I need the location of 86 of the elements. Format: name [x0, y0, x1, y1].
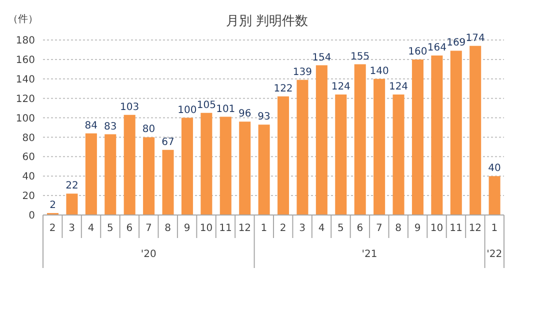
data-label: 124: [388, 81, 408, 92]
x-tick-label: 7: [376, 223, 382, 234]
y-axis-title: （件）: [8, 13, 38, 26]
data-label: 160: [408, 46, 428, 58]
text: '22: [486, 249, 502, 260]
data-label: 140: [370, 66, 389, 77]
data-label: 103: [120, 102, 140, 113]
data-label: 169: [446, 38, 466, 49]
x-tick-label: 12: [468, 223, 482, 234]
x-tick-label: 10: [200, 223, 213, 234]
text: '21: [362, 249, 378, 260]
bar: [296, 80, 308, 215]
x-tick-label: 1: [491, 223, 498, 234]
data-label: 122: [274, 83, 293, 94]
x-tick-label: 6: [126, 223, 133, 234]
y-tick-label: 180: [16, 36, 35, 47]
bar: [450, 50, 462, 215]
bar: [392, 94, 404, 215]
data-label: 84: [84, 120, 98, 132]
y-tick-label: 100: [16, 113, 35, 124]
bar: [316, 65, 328, 215]
y-tick-label: 40: [22, 172, 35, 183]
x-tick-label: 2: [280, 223, 286, 234]
x-tick-label: 4: [88, 223, 94, 234]
data-label: 155: [350, 51, 370, 62]
bar: [354, 64, 366, 215]
bar: [220, 116, 232, 215]
bar: [470, 46, 482, 215]
chart-title: 月別 判明件数: [226, 14, 308, 29]
x-tick-label: 10: [430, 223, 444, 234]
bar: [143, 137, 155, 215]
x-tick-label: 9: [184, 223, 190, 234]
data-label: 80: [142, 124, 156, 136]
bar: [335, 94, 347, 215]
x-tick-label: 5: [107, 223, 114, 234]
data-label: 174: [466, 32, 485, 44]
y-tick-label: 120: [16, 94, 35, 105]
data-label: 100: [178, 104, 197, 116]
bar: [181, 118, 193, 215]
bar: [258, 124, 270, 215]
bar: [278, 96, 290, 215]
bar: [239, 122, 251, 215]
bar: [200, 112, 212, 215]
x-tick-label: 6: [356, 223, 364, 234]
data-label: 22: [66, 180, 78, 192]
x-tick-label: 8: [164, 223, 172, 234]
x-tick-label: 12: [238, 223, 252, 234]
y-tick-label: 160: [16, 54, 35, 66]
x-tick-label: 7: [145, 223, 152, 234]
x-tick-label: 4: [318, 223, 325, 234]
data-label: 124: [331, 81, 350, 92]
data-label: 164: [427, 42, 446, 54]
bar: [162, 150, 174, 215]
data-label: 83: [104, 121, 117, 132]
data-label: 105: [196, 100, 216, 111]
y-tick-label: 60: [22, 152, 35, 164]
text: '20: [140, 249, 156, 260]
x-tick-label: 11: [450, 223, 462, 234]
bar: [488, 176, 500, 215]
x-tick-label: 11: [219, 223, 232, 234]
data-label: 139: [292, 66, 312, 78]
bar: [104, 134, 116, 215]
bar: [66, 194, 78, 215]
data-label: 101: [216, 104, 236, 115]
data-label: 93: [258, 112, 270, 123]
x-tick-label: 8: [395, 223, 402, 234]
bar: [431, 56, 443, 215]
bar: [124, 114, 136, 215]
x-tick-label: 3: [299, 223, 306, 234]
bar: [374, 78, 386, 215]
y-tick-label: 20: [22, 191, 35, 202]
data-label: 154: [312, 52, 332, 64]
data-label: 2: [50, 200, 56, 212]
x-tick-label: 1: [260, 223, 268, 234]
bar: [412, 59, 424, 215]
x-tick-label: 5: [338, 223, 344, 234]
x-tick-label: 2: [49, 223, 56, 234]
data-label: 40: [488, 163, 501, 174]
y-tick-label: 140: [16, 74, 35, 86]
data-label: 96: [238, 108, 252, 120]
x-tick-label: 9: [414, 223, 421, 234]
y-tick-label: 0: [28, 210, 35, 222]
y-tick-label: 80: [22, 132, 35, 144]
x-tick-label: 3: [68, 223, 75, 234]
bar: [85, 133, 97, 215]
data-label: 67: [162, 136, 174, 148]
